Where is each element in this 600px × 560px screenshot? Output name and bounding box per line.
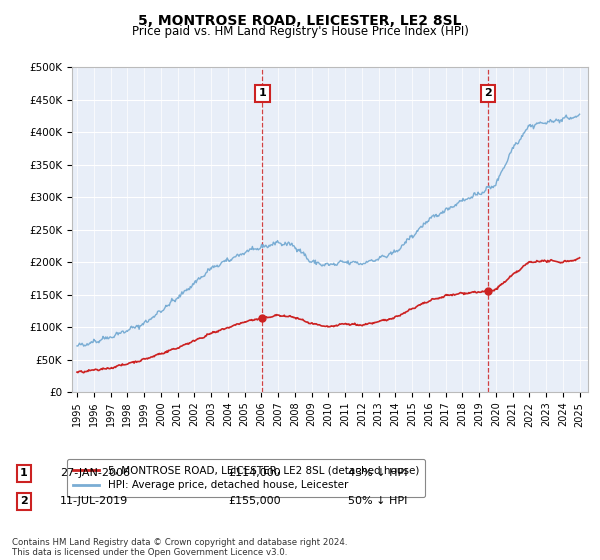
Text: Price paid vs. HM Land Registry's House Price Index (HPI): Price paid vs. HM Land Registry's House … bbox=[131, 25, 469, 38]
Text: 2: 2 bbox=[484, 88, 492, 98]
Text: 43% ↓ HPI: 43% ↓ HPI bbox=[348, 468, 407, 478]
Text: 2: 2 bbox=[20, 496, 28, 506]
Text: £155,000: £155,000 bbox=[228, 496, 281, 506]
Text: 11-JUL-2019: 11-JUL-2019 bbox=[60, 496, 128, 506]
Text: Contains HM Land Registry data © Crown copyright and database right 2024.
This d: Contains HM Land Registry data © Crown c… bbox=[12, 538, 347, 557]
Text: 1: 1 bbox=[20, 468, 28, 478]
Text: £114,000: £114,000 bbox=[228, 468, 281, 478]
Text: 50% ↓ HPI: 50% ↓ HPI bbox=[348, 496, 407, 506]
Text: 5, MONTROSE ROAD, LEICESTER, LE2 8SL: 5, MONTROSE ROAD, LEICESTER, LE2 8SL bbox=[138, 14, 462, 28]
Legend: 5, MONTROSE ROAD, LEICESTER, LE2 8SL (detached house), HPI: Average price, detac: 5, MONTROSE ROAD, LEICESTER, LE2 8SL (de… bbox=[67, 459, 425, 497]
Text: 27-JAN-2006: 27-JAN-2006 bbox=[60, 468, 130, 478]
Text: 1: 1 bbox=[259, 88, 266, 98]
